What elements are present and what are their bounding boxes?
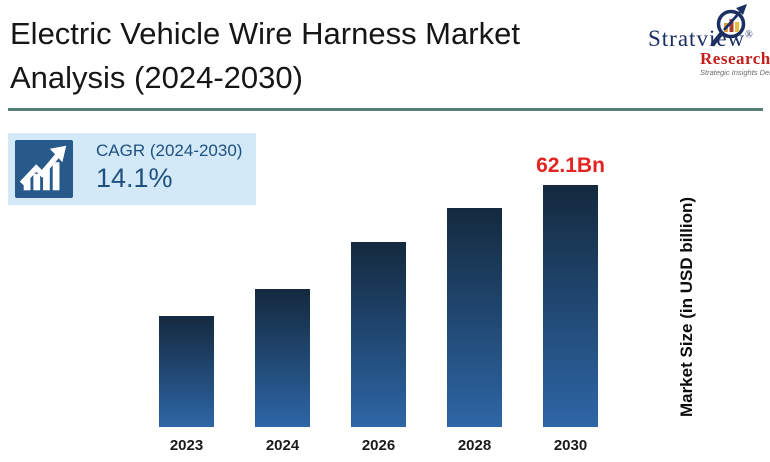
bar-2030 [543, 185, 598, 427]
value-annotation-2030: 62.1Bn [536, 154, 605, 177]
cagr-label: CAGR (2024-2030) [96, 141, 243, 160]
magnifier-chart-icon [710, 4, 747, 47]
logo-tagline: Strategic Insights Delivered [700, 68, 770, 77]
growth-chart-icon [15, 140, 73, 198]
logo-brand-sub-text: Research [700, 49, 770, 68]
title-divider [8, 108, 763, 111]
page-title-line1: Electric Vehicle Wire Harness Market [10, 16, 520, 51]
bar-2028 [447, 208, 502, 427]
bar-2024 [255, 289, 310, 427]
page-title-line2: Analysis (2024-2030) [10, 60, 303, 95]
x-tick-2023: 2023 [169, 437, 204, 454]
y-axis-label: Market Size (in USD billion) [677, 196, 696, 418]
cagr-badge: CAGR (2024-2030) 14.1% [8, 133, 256, 205]
stratview-logo: Stratview® Research Strategic Insights D… [648, 2, 770, 82]
x-tick-2030: 2030 [553, 437, 588, 454]
bar-2023 [159, 316, 214, 427]
page-title: Electric Vehicle Wire Harness Market Ana… [10, 12, 630, 100]
x-tick-2026: 2026 [361, 437, 396, 454]
cagr-text-block: CAGR (2024-2030) 14.1% [96, 140, 242, 194]
bar-2026 [351, 242, 406, 427]
x-tick-2028: 2028 [457, 437, 492, 454]
x-tick-2024: 2024 [265, 437, 300, 454]
cagr-value: 14.1% [96, 163, 173, 193]
registered-trademark-icon: ® [745, 29, 754, 41]
bar-chart-plot: 2023 2024 2026 2028 2030 62.1Bn [159, 150, 605, 462]
